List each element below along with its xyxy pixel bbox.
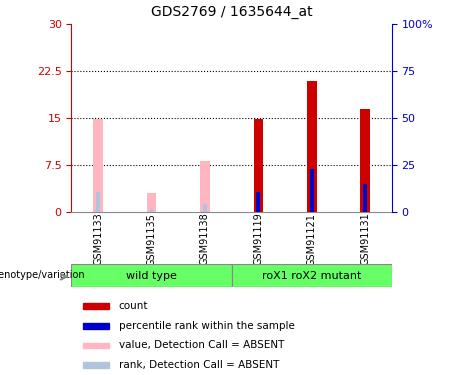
Title: GDS2769 / 1635644_at: GDS2769 / 1635644_at [151,5,313,19]
Text: GSM91138: GSM91138 [200,213,210,266]
Bar [254,119,263,212]
Bar [203,204,207,212]
Bar [83,323,109,329]
Text: rank, Detection Call = ABSENT: rank, Detection Call = ABSENT [118,360,279,370]
Text: GSM91121: GSM91121 [307,213,317,266]
Bar [310,170,313,212]
Bar [147,193,156,212]
Bar [307,81,317,212]
Bar [93,119,103,212]
Bar [83,303,109,309]
Bar [71,264,231,287]
Bar [363,184,367,212]
Text: percentile rank within the sample: percentile rank within the sample [118,321,295,331]
Text: GSM91119: GSM91119 [254,213,263,266]
Bar [83,342,109,348]
Bar [83,362,109,368]
Bar [150,209,154,212]
Bar [361,109,370,212]
Text: GSM91131: GSM91131 [360,213,370,266]
Text: wild type: wild type [126,271,177,280]
Text: count: count [118,301,148,311]
Bar [96,192,100,212]
Text: GSM91135: GSM91135 [147,213,157,266]
Text: GSM91133: GSM91133 [93,213,103,266]
Bar [256,192,260,212]
Bar [231,264,392,287]
Text: roX1 roX2 mutant: roX1 roX2 mutant [262,271,361,280]
Bar [200,160,210,212]
Text: genotype/variation: genotype/variation [0,270,86,279]
Text: value, Detection Call = ABSENT: value, Detection Call = ABSENT [118,340,284,351]
